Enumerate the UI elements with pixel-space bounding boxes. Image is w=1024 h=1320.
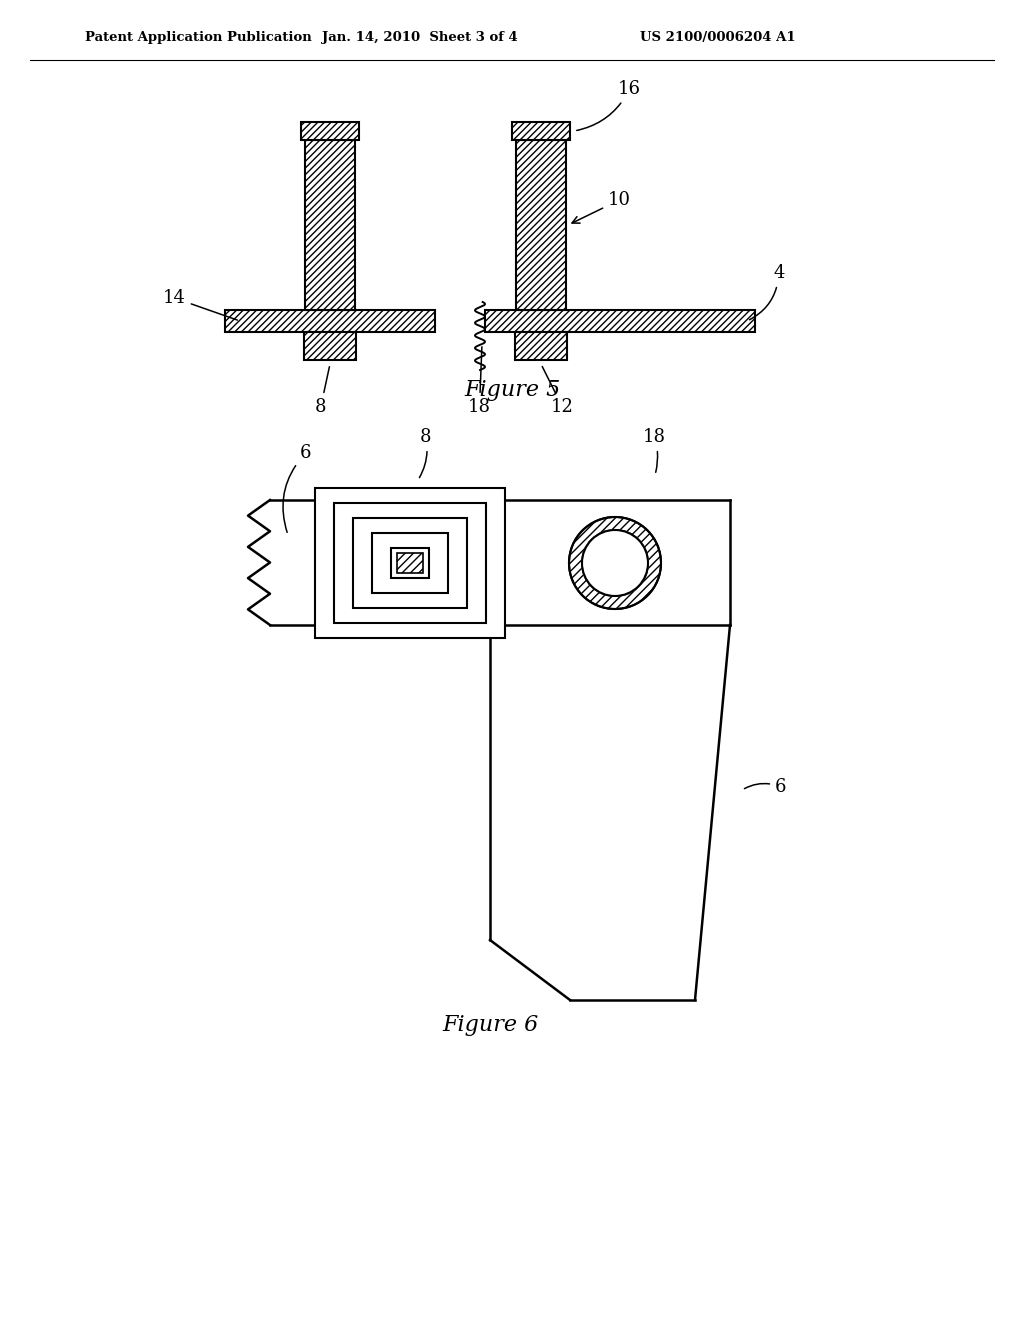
Text: 16: 16 (577, 81, 641, 131)
Text: 4: 4 (750, 264, 784, 319)
Text: 14: 14 (163, 289, 238, 319)
Bar (315, 488, 505, 638)
Text: 8: 8 (420, 428, 431, 478)
Bar (301, 121, 359, 140)
Bar (334, 503, 486, 623)
Bar (353, 517, 467, 609)
Circle shape (569, 517, 662, 609)
Circle shape (582, 531, 648, 597)
Text: Jan. 14, 2010  Sheet 3 of 4: Jan. 14, 2010 Sheet 3 of 4 (323, 32, 518, 45)
Bar (225, 310, 435, 333)
Text: 10: 10 (572, 191, 631, 223)
Text: 6: 6 (283, 444, 311, 532)
Bar (391, 548, 429, 578)
Text: Figure 6: Figure 6 (442, 1014, 539, 1036)
Text: 12: 12 (543, 367, 573, 416)
Text: 18: 18 (468, 347, 490, 416)
Bar (516, 140, 566, 310)
Text: Figure 5: Figure 5 (464, 379, 560, 401)
Text: 6: 6 (744, 777, 786, 796)
Text: 8: 8 (315, 367, 330, 416)
Text: 18: 18 (643, 428, 666, 473)
Bar (512, 121, 570, 140)
Bar (515, 333, 567, 360)
Wedge shape (569, 517, 662, 609)
Text: US 2100/0006204 A1: US 2100/0006204 A1 (640, 32, 796, 45)
Bar (397, 553, 423, 573)
Bar (485, 310, 755, 333)
Bar (372, 533, 449, 593)
Bar (304, 333, 356, 360)
Bar (305, 140, 355, 310)
Text: Patent Application Publication: Patent Application Publication (85, 32, 311, 45)
